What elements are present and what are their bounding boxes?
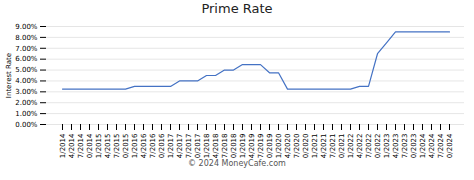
html-text:Prime Rate: Prime Rate xyxy=(201,1,273,16)
svg-text:4/2022: 4/2022 xyxy=(356,134,364,159)
svg-text:4/2015: 4/2015 xyxy=(104,134,112,159)
svg-text:3.00%: 3.00% xyxy=(15,88,38,96)
svg-text:7.00%: 7.00% xyxy=(15,45,38,53)
svg-text:10/2016: 10/2016 xyxy=(158,133,166,158)
svg-text:1/2022: 1/2022 xyxy=(347,134,355,159)
svg-text:2.00%: 2.00% xyxy=(15,99,38,107)
svg-text:1/2019: 1/2019 xyxy=(239,134,247,159)
svg-text:Interest Rate: Interest Rate xyxy=(5,53,13,98)
svg-text:10/2021: 10/2021 xyxy=(338,134,346,159)
svg-text:7/2022: 7/2022 xyxy=(365,134,373,159)
svg-text:4/2016: 4/2016 xyxy=(140,133,148,158)
svg-text:7/2023: 7/2023 xyxy=(401,134,409,159)
svg-text:7/2018: 7/2018 xyxy=(221,134,229,159)
svg-text:4/2018: 4/2018 xyxy=(212,134,220,159)
html-text:© 2024 MoneyCafe.com: © 2024 MoneyCafe.com xyxy=(188,159,286,168)
svg-text:1/2021: 1/2021 xyxy=(311,134,319,159)
svg-text:1.00%: 1.00% xyxy=(15,110,38,118)
svg-text:4/2019: 4/2019 xyxy=(248,134,256,159)
svg-text:7/2020: 7/2020 xyxy=(293,134,301,159)
svg-text:1/2014: 1/2014 xyxy=(59,133,67,158)
svg-text:10/2022: 10/2022 xyxy=(374,134,382,159)
svg-text:7/2024: 7/2024 xyxy=(437,133,445,158)
svg-text:1/2020: 1/2020 xyxy=(275,134,283,159)
svg-text:10/2020: 10/2020 xyxy=(302,134,310,159)
svg-text:1/2024: 1/2024 xyxy=(419,133,427,158)
svg-text:1/2018: 1/2018 xyxy=(203,134,211,159)
svg-text:1/2017: 1/2017 xyxy=(167,134,175,159)
svg-text:1/2023: 1/2023 xyxy=(383,134,391,159)
svg-text:4/2021: 4/2021 xyxy=(320,134,328,159)
svg-text:10/2019: 10/2019 xyxy=(266,134,274,159)
svg-text:7/2019: 7/2019 xyxy=(257,134,265,159)
svg-text:4/2014: 4/2014 xyxy=(68,133,76,158)
svg-text:7/2015: 7/2015 xyxy=(113,134,121,159)
svg-text:10/2024: 10/2024 xyxy=(446,133,454,158)
svg-text:7/2017: 7/2017 xyxy=(185,134,193,159)
svg-text:4/2017: 4/2017 xyxy=(176,134,184,159)
svg-text:1/2016: 1/2016 xyxy=(131,133,139,158)
svg-text:4.00%: 4.00% xyxy=(15,77,38,85)
svg-text:4/2023: 4/2023 xyxy=(392,134,400,159)
svg-text:10/2014: 10/2014 xyxy=(86,133,94,158)
svg-text:10/2023: 10/2023 xyxy=(410,134,418,159)
svg-text:10/2015: 10/2015 xyxy=(122,134,130,159)
svg-text:5.00%: 5.00% xyxy=(15,66,38,74)
svg-text:9.00%: 9.00% xyxy=(15,23,38,31)
svg-text:7/2016: 7/2016 xyxy=(149,133,157,158)
svg-text:4/2020: 4/2020 xyxy=(284,134,292,159)
svg-text:10/2018: 10/2018 xyxy=(230,134,238,159)
svg-text:0.00%: 0.00% xyxy=(15,121,38,129)
svg-text:8.00%: 8.00% xyxy=(15,34,38,42)
svg-text:7/2021: 7/2021 xyxy=(329,134,337,159)
svg-text:6.00%: 6.00% xyxy=(15,55,38,63)
svg-text:4/2024: 4/2024 xyxy=(428,133,436,158)
svg-text:10/2017: 10/2017 xyxy=(194,134,202,159)
svg-text:1/2015: 1/2015 xyxy=(95,134,103,159)
svg-text:7/2014: 7/2014 xyxy=(77,133,85,158)
